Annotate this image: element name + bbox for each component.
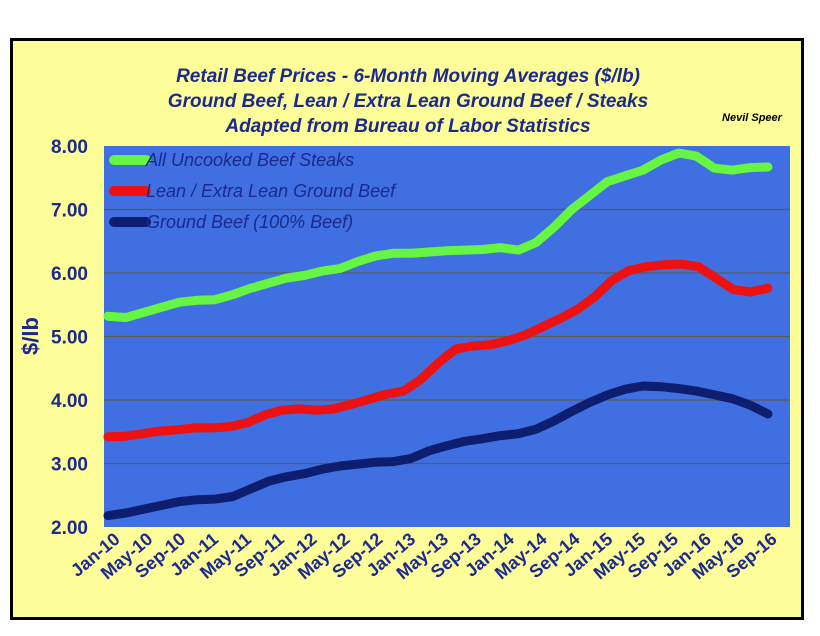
y-axis-label: $/lb bbox=[18, 317, 43, 355]
y-tick-label: 2.00 bbox=[51, 518, 88, 539]
y-tick-label: 6.00 bbox=[51, 264, 88, 285]
y-tick-label: 8.00 bbox=[51, 137, 88, 158]
series-line-1 bbox=[103, 148, 773, 322]
gridlines bbox=[104, 208, 790, 465]
legend: All Uncooked Beef Steaks Lean / Extra Le… bbox=[109, 150, 397, 232]
series-lines bbox=[103, 148, 773, 521]
chart-title-line-1: Retail Beef Prices - 6-Month Moving Aver… bbox=[176, 66, 640, 87]
series-line-3 bbox=[103, 381, 773, 521]
y-tick-label: 4.00 bbox=[51, 391, 88, 412]
y-tick-label: 7.00 bbox=[51, 201, 88, 222]
legend-label-lean: Lean / Extra Lean Ground Beef bbox=[146, 181, 397, 201]
y-tick-label: 5.00 bbox=[51, 328, 88, 349]
series-line-2 bbox=[103, 259, 773, 442]
y-axis-ticks: 2.00 3.00 4.00 5.00 6.00 7.00 8.00 bbox=[51, 137, 88, 539]
legend-label-steaks: All Uncooked Beef Steaks bbox=[145, 150, 354, 170]
legend-label-ground: Ground Beef (100% Beef) bbox=[146, 212, 353, 232]
chart-author: Nevil Speer bbox=[722, 112, 783, 124]
x-axis-ticks: Jan-10May-10Sep-10Jan-11May-11Sep-11Jan-… bbox=[67, 529, 781, 584]
chart-title-line-2: Ground Beef, Lean / Extra Lean Ground Be… bbox=[168, 91, 648, 112]
chart-title-line-3: Adapted from Bureau of Labor Statistics bbox=[224, 116, 590, 137]
y-tick-label: 3.00 bbox=[51, 455, 88, 476]
